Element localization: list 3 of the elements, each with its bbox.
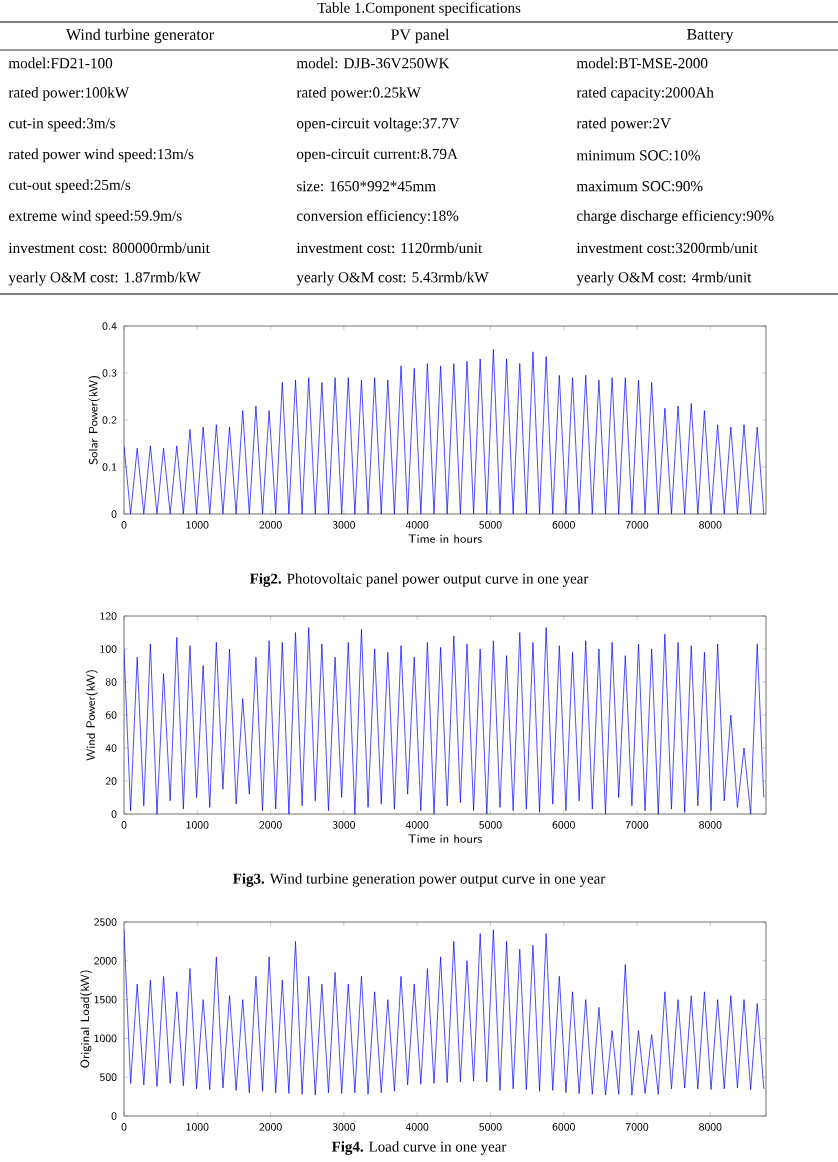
line-series — [124, 627, 765, 815]
line-series — [124, 349, 765, 515]
line-series — [124, 929, 765, 1096]
